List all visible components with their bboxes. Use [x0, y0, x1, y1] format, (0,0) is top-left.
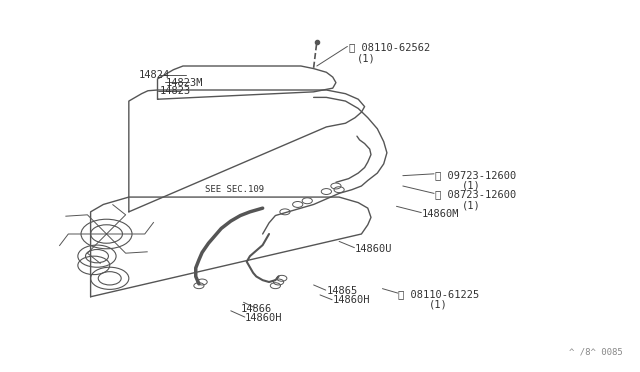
Text: Ⓒ 09723-12600: Ⓒ 09723-12600 [435, 170, 516, 180]
Text: 14860H: 14860H [245, 313, 282, 323]
Text: 14860U: 14860U [355, 244, 392, 254]
Text: 14865: 14865 [326, 286, 358, 296]
Text: SEE SEC.109: SEE SEC.109 [205, 185, 264, 194]
Text: 14866: 14866 [241, 304, 271, 314]
Text: (1): (1) [357, 54, 376, 64]
Text: 14823: 14823 [159, 86, 191, 96]
Text: ^ /8^ 0085: ^ /8^ 0085 [569, 347, 623, 357]
Text: Ⓑ 08110-61225: Ⓑ 08110-61225 [398, 289, 479, 299]
Text: (1): (1) [461, 200, 480, 210]
Text: Ⓒ 08723-12600: Ⓒ 08723-12600 [435, 189, 516, 199]
Text: Ⓑ 08110-62562: Ⓑ 08110-62562 [349, 42, 430, 52]
Text: 14860M: 14860M [422, 209, 460, 219]
Text: 14824: 14824 [138, 70, 170, 80]
Text: 14823M: 14823M [166, 78, 204, 88]
Text: 14860H: 14860H [333, 295, 371, 305]
Text: (1): (1) [461, 181, 480, 191]
Text: (1): (1) [429, 300, 448, 310]
